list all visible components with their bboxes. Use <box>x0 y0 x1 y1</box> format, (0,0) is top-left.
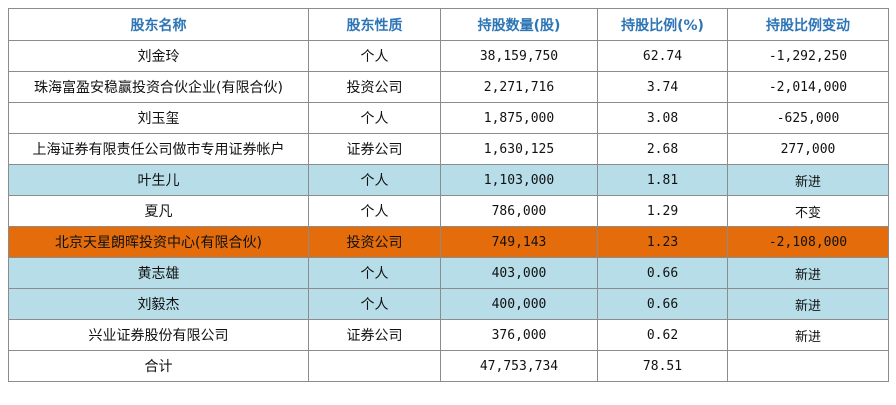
table-cell: 1,875,000 <box>440 102 598 134</box>
table-cell: 黄志雄 <box>8 257 309 289</box>
table-cell: 403,000 <box>440 257 598 289</box>
table-cell: 个人 <box>308 40 441 72</box>
table-body: 刘金玲 个人 38,159,750 62.74 -1,292,250 珠海富盈安稳赢投资合… <box>8 40 889 382</box>
table-row: 刘毅杰 个人 400,000 0.66 新进 <box>8 288 889 320</box>
table-cell: 珠海富盈安稳赢投资合伙企业(有限合伙) <box>8 71 309 103</box>
column-header: 股东名称 <box>8 8 309 41</box>
table-cell: 上海证券有限责任公司做市专用证券帐户 <box>8 133 309 165</box>
table-cell: 1,103,000 <box>440 164 598 196</box>
table-cell: 合计 <box>8 350 309 382</box>
table-row: 上海证券有限责任公司做市专用证券帐户 证券公司 1,630,125 2.68 277,0… <box>8 133 889 165</box>
table-row: 刘金玲 个人 38,159,750 62.74 -1,292,250 <box>8 40 889 72</box>
table-cell: 376,000 <box>440 319 598 351</box>
table-cell: 1.23 <box>597 226 728 258</box>
table-row: 黄志雄 个人 403,000 0.66 新进 <box>8 257 889 289</box>
table-cell: 1.81 <box>597 164 728 196</box>
table-cell: 新进 <box>727 288 889 320</box>
table-cell: 投资公司 <box>308 71 441 103</box>
table-cell: 新进 <box>727 257 889 289</box>
table-cell: 投资公司 <box>308 226 441 258</box>
table-cell: 个人 <box>308 195 441 227</box>
column-header: 持股比例变动 <box>727 8 889 41</box>
table-cell: 3.74 <box>597 71 728 103</box>
table-row: 刘玉玺 个人 1,875,000 3.08 -625,000 <box>8 102 889 134</box>
table-cell: 夏凡 <box>8 195 309 227</box>
table-cell: 749,143 <box>440 226 598 258</box>
table-cell: -2,108,000 <box>727 226 889 258</box>
table-cell: 3.08 <box>597 102 728 134</box>
header-row: 股东名称 股东性质 持股数量(股) 持股比例(%) 持股比例变动 <box>8 8 889 41</box>
table-cell: 62.74 <box>597 40 728 72</box>
table-row: 夏凡 个人 786,000 1.29 不变 <box>8 195 889 227</box>
table-cell: 1.29 <box>597 195 728 227</box>
table-cell: 38,159,750 <box>440 40 598 72</box>
table-cell: 个人 <box>308 257 441 289</box>
table-cell: 刘金玲 <box>8 40 309 72</box>
table-cell: 个人 <box>308 164 441 196</box>
table-cell: 47,753,734 <box>440 350 598 382</box>
column-header: 股东性质 <box>308 8 441 41</box>
column-header: 持股比例(%) <box>597 8 728 41</box>
table-cell: 新进 <box>727 319 889 351</box>
table-cell: 刘毅杰 <box>8 288 309 320</box>
table-header: 股东名称 股东性质 持股数量(股) 持股比例(%) 持股比例变动 <box>8 8 889 41</box>
table-cell: 0.62 <box>597 319 728 351</box>
table-cell: -2,014,000 <box>727 71 889 103</box>
table-cell: 786,000 <box>440 195 598 227</box>
table-cell: 0.66 <box>597 257 728 289</box>
table-cell: 新进 <box>727 164 889 196</box>
table-cell: 叶生儿 <box>8 164 309 196</box>
table-cell <box>727 350 889 382</box>
table-cell <box>308 350 441 382</box>
table-cell: -1,292,250 <box>727 40 889 72</box>
table-cell: 400,000 <box>440 288 598 320</box>
table-cell: 北京天星朗晖投资中心(有限合伙) <box>8 226 309 258</box>
column-header: 持股数量(股) <box>440 8 598 41</box>
table-cell: 个人 <box>308 102 441 134</box>
table-cell: 78.51 <box>597 350 728 382</box>
table-row: 叶生儿 个人 1,103,000 1.81 新进 <box>8 164 889 196</box>
table-cell: 0.66 <box>597 288 728 320</box>
table-row: 珠海富盈安稳赢投资合伙企业(有限合伙) 投资公司 2,271,716 3.74 -2,0… <box>8 71 889 103</box>
table-cell: 2.68 <box>597 133 728 165</box>
table-cell: 277,000 <box>727 133 889 165</box>
table-cell: 不变 <box>727 195 889 227</box>
table-row: 北京天星朗晖投资中心(有限合伙) 投资公司 749,143 1.23 -2,108,00… <box>8 226 889 258</box>
table-row: 合计 47,753,734 78.51 <box>8 350 889 382</box>
table-cell: 证券公司 <box>308 133 441 165</box>
table-cell: 刘玉玺 <box>8 102 309 134</box>
table-cell: 2,271,716 <box>440 71 598 103</box>
table-cell: 1,630,125 <box>440 133 598 165</box>
table-row: 兴业证券股份有限公司 证券公司 376,000 0.62 新进 <box>8 319 889 351</box>
table-cell: 个人 <box>308 288 441 320</box>
table-cell: 证券公司 <box>308 319 441 351</box>
shareholder-table: 股东名称 股东性质 持股数量(股) 持股比例(%) 持股比例变动 刘金玲 个人 38,159… <box>8 8 889 382</box>
table-cell: -625,000 <box>727 102 889 134</box>
table-cell: 兴业证券股份有限公司 <box>8 319 309 351</box>
